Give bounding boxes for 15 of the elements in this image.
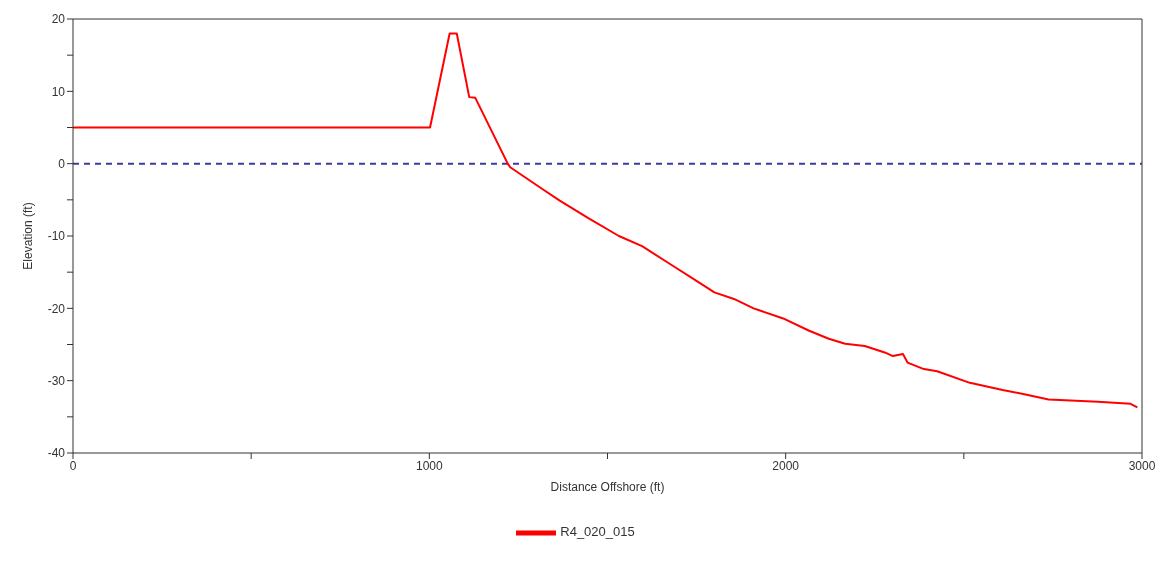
x-tick-label: 2000 (772, 458, 800, 473)
x-axis-title: Distance Offshore (ft) (550, 480, 665, 494)
y-tick-label: -20 (47, 301, 66, 316)
y-tick-label: -10 (47, 229, 66, 244)
legend-label: R4_020_015 (560, 524, 635, 540)
y-tick-label: -30 (47, 373, 66, 388)
line-series (73, 32, 1139, 409)
x-tick-label: 1000 (415, 458, 443, 473)
y-tick-label: 10 (51, 84, 66, 99)
y-tick-label: 0 (58, 156, 66, 171)
y-axis-title: Elevation (ft) (21, 202, 36, 270)
y-tick-label: 20 (51, 12, 66, 27)
y-tick-label: -40 (47, 446, 66, 461)
x-tick-label: 0 (69, 458, 77, 473)
x-tick-label: 3000 (1128, 458, 1156, 473)
